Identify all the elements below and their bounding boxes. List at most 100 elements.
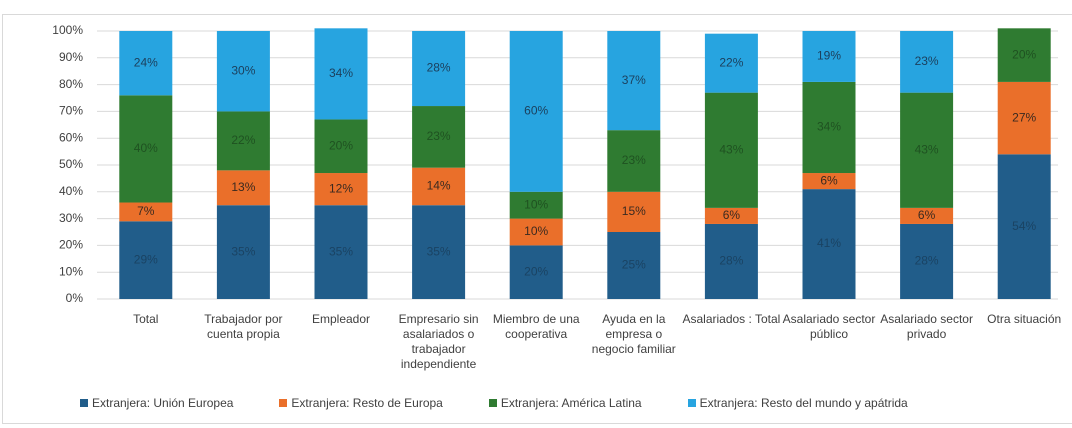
bar-segment bbox=[607, 31, 661, 131]
data-label: 15% bbox=[622, 204, 646, 218]
data-label: 20% bbox=[329, 138, 353, 152]
legend-label: Extranjera: Unión Europea bbox=[92, 396, 234, 410]
data-label: 30% bbox=[231, 63, 255, 77]
bar-segment bbox=[900, 31, 954, 93]
y-tick-label: 60% bbox=[59, 130, 83, 144]
legend-label: Extranjera: Resto de Europa bbox=[291, 396, 443, 410]
data-label: 40% bbox=[134, 141, 158, 155]
data-label: 20% bbox=[1012, 47, 1036, 61]
bar-segment bbox=[412, 106, 466, 168]
bar-segment bbox=[314, 119, 368, 174]
bar-segment bbox=[412, 205, 466, 299]
legend-label: Extranjera: América Latina bbox=[500, 396, 642, 410]
data-label: 35% bbox=[231, 244, 255, 258]
x-tick-label: Ayuda en la empresa o negocio familiar bbox=[591, 312, 676, 356]
bar-segment bbox=[607, 191, 661, 232]
y-tick-label: 10% bbox=[59, 264, 83, 278]
bar-segment bbox=[216, 205, 270, 299]
data-label: 23% bbox=[427, 129, 451, 143]
y-tick-label: 0% bbox=[66, 291, 84, 305]
legend-swatch bbox=[687, 399, 696, 407]
data-label: 35% bbox=[329, 244, 353, 258]
data-label: 54% bbox=[1012, 219, 1036, 233]
chart-frame bbox=[2, 14, 1072, 424]
data-label: 29% bbox=[134, 252, 158, 266]
data-label: 6% bbox=[820, 173, 838, 187]
bar-segment bbox=[802, 31, 856, 82]
x-tick-label: Asalariado sector privado bbox=[880, 312, 973, 341]
x-tick-label: Empresario sin asalariados o trabajador … bbox=[398, 312, 479, 371]
data-label: 43% bbox=[915, 142, 939, 156]
x-tick-label: Total bbox=[133, 312, 159, 326]
legend-item: Extranjera: Resto de Europa bbox=[279, 396, 443, 410]
data-label: 28% bbox=[915, 254, 939, 268]
data-label: 6% bbox=[723, 208, 741, 222]
data-label: 6% bbox=[918, 208, 936, 222]
legend-swatch bbox=[488, 399, 497, 407]
data-label: 34% bbox=[329, 66, 353, 80]
bar-segment bbox=[802, 173, 856, 190]
data-label: 19% bbox=[817, 49, 841, 63]
data-label: 23% bbox=[915, 54, 939, 68]
y-tick-label: 20% bbox=[59, 238, 83, 252]
bar-segment bbox=[314, 28, 368, 120]
legend: Extranjera: Unión Europea Extranjera: Res… bbox=[80, 396, 908, 410]
bar-segment bbox=[704, 33, 758, 93]
x-tick-label: Trabajador por cuenta propia bbox=[204, 312, 283, 341]
data-label: 22% bbox=[231, 133, 255, 147]
bar-segment bbox=[607, 232, 661, 299]
bar-segment bbox=[216, 111, 270, 171]
data-label: 34% bbox=[817, 120, 841, 134]
bar-segment bbox=[900, 207, 954, 224]
y-tick-label: 100% bbox=[52, 23, 83, 37]
data-label: 7% bbox=[137, 204, 155, 218]
bar-segment bbox=[119, 202, 173, 222]
data-label: 14% bbox=[427, 179, 451, 193]
y-tick-label: 70% bbox=[59, 104, 83, 118]
data-label: 60% bbox=[524, 104, 548, 118]
legend-label: Extranjera: Resto del mundo y apátrida bbox=[699, 396, 908, 410]
bar-segment bbox=[509, 245, 563, 299]
legend-item: Extranjera: América Latina bbox=[488, 396, 642, 410]
legend-item: Extranjera: Unión Europea bbox=[80, 396, 233, 410]
bar-segment bbox=[704, 207, 758, 224]
y-tick-label: 90% bbox=[59, 50, 83, 64]
data-label: 23% bbox=[622, 153, 646, 167]
data-label: 12% bbox=[329, 181, 353, 195]
y-tick-label: 50% bbox=[59, 157, 83, 171]
data-label: 25% bbox=[622, 258, 646, 272]
data-label: 10% bbox=[524, 224, 548, 238]
bar-segment bbox=[216, 31, 270, 112]
data-label: 37% bbox=[622, 73, 646, 87]
bar-segment bbox=[509, 218, 563, 246]
bar-segment bbox=[997, 154, 1051, 299]
legend-item: Extranjera: Resto del mundo y apátrida bbox=[687, 396, 908, 410]
bar-segment bbox=[900, 92, 954, 208]
bar-segment bbox=[216, 170, 270, 206]
bar-segment bbox=[997, 28, 1051, 82]
legend-swatch bbox=[80, 399, 88, 407]
x-tick-label: Asalariado sector público bbox=[782, 312, 876, 341]
bar-segment bbox=[314, 205, 368, 299]
data-label: 10% bbox=[524, 197, 548, 211]
bar-segment bbox=[509, 191, 563, 219]
bar-segment bbox=[607, 130, 661, 192]
data-label: 27% bbox=[1012, 110, 1036, 124]
data-label: 24% bbox=[134, 55, 158, 69]
bar-segment bbox=[119, 95, 173, 203]
x-tick-label: Asalariados : Total bbox=[682, 312, 781, 326]
data-label: 41% bbox=[817, 236, 841, 250]
bar-segment bbox=[704, 223, 758, 299]
data-label: 22% bbox=[719, 55, 743, 69]
bar-segment bbox=[509, 31, 563, 192]
y-tick-label: 80% bbox=[59, 77, 83, 91]
bar-segment bbox=[802, 189, 856, 299]
x-tick-label: Empleador bbox=[311, 312, 371, 326]
data-label: 43% bbox=[719, 142, 743, 156]
legend-swatch bbox=[279, 399, 288, 407]
y-tick-label: 40% bbox=[59, 184, 83, 198]
bar-segment bbox=[314, 173, 368, 206]
bar-segment bbox=[119, 31, 173, 96]
bar-segment bbox=[412, 31, 466, 107]
